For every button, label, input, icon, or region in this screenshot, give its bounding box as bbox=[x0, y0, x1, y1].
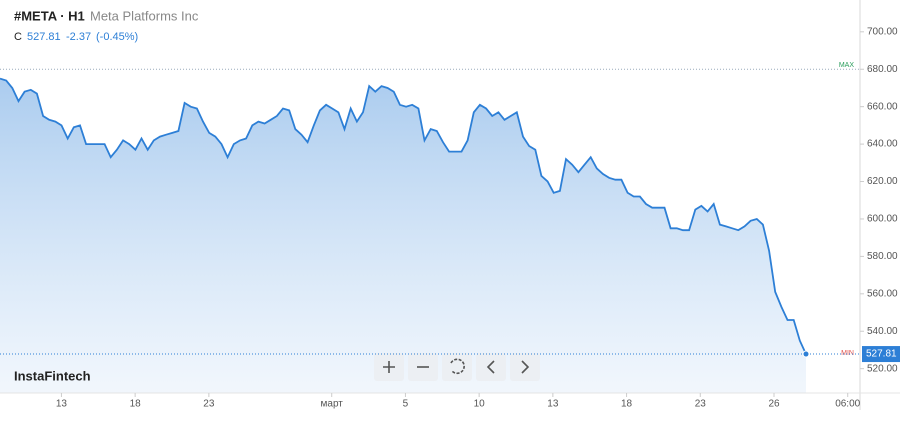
change-pct: (-0.45%) bbox=[96, 31, 138, 43]
icon bbox=[383, 361, 395, 373]
price-tag-label: 527.81 bbox=[866, 349, 897, 360]
header-bg bbox=[0, 6, 188, 46]
last-point bbox=[802, 350, 810, 358]
x-tick-label: 18 bbox=[130, 399, 142, 410]
y-tick-label: 580.00 bbox=[867, 251, 898, 262]
x-tick-label: 10 bbox=[474, 399, 486, 410]
y-tick-label: 680.00 bbox=[867, 64, 898, 75]
close-value: 527.81 bbox=[27, 31, 61, 43]
x-tick-label: март bbox=[321, 399, 344, 410]
x-tick-label: 13 bbox=[56, 399, 68, 410]
x-tick-label: 06:00 bbox=[835, 399, 860, 410]
y-tick-label: 640.00 bbox=[867, 139, 898, 150]
close-prefix: C bbox=[14, 31, 22, 43]
y-tick-label: 700.00 bbox=[867, 26, 898, 37]
area-fill bbox=[0, 78, 806, 393]
x-tick-label: 23 bbox=[695, 399, 707, 410]
min-label: MIN bbox=[841, 350, 854, 357]
symbol: #META · H1 bbox=[14, 8, 85, 23]
x-tick-label: 5 bbox=[403, 399, 409, 410]
price-line bbox=[0, 77, 807, 355]
x-tick-label: 13 bbox=[547, 399, 559, 410]
reset-button[interactable] bbox=[442, 353, 472, 381]
icon bbox=[521, 360, 530, 374]
toolbar bbox=[374, 353, 540, 381]
max-label: MAX bbox=[839, 62, 855, 69]
plot-area bbox=[0, 68, 860, 393]
y-tick-label: 600.00 bbox=[867, 214, 898, 225]
y-tick-label: 660.00 bbox=[867, 101, 898, 112]
change: -2.37 bbox=[66, 31, 91, 43]
x-tick-label: 18 bbox=[621, 399, 633, 410]
icon bbox=[486, 360, 495, 374]
back-button[interactable] bbox=[476, 353, 506, 381]
company: Meta Platforms Inc bbox=[90, 8, 199, 23]
y-tick-label: 560.00 bbox=[867, 288, 898, 299]
price-tag bbox=[862, 346, 900, 363]
y-tick-label: 540.00 bbox=[867, 326, 898, 337]
forward-button[interactable] bbox=[510, 353, 540, 381]
logo: InstaFintech bbox=[14, 368, 91, 383]
y-tick-label: 620.00 bbox=[867, 176, 898, 187]
x-tick-label: 26 bbox=[768, 399, 780, 410]
x-tick-label: 23 bbox=[203, 399, 215, 410]
y-tick-label: 520.00 bbox=[867, 363, 898, 374]
